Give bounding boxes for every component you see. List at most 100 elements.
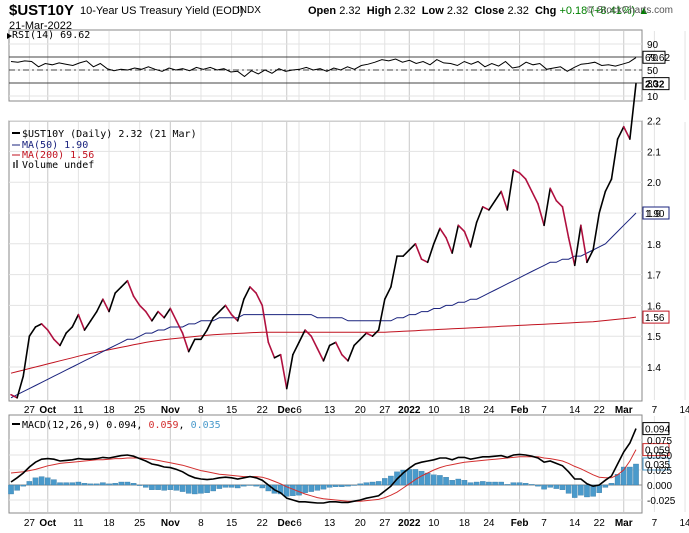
macd-histogram-bar <box>20 484 27 487</box>
macd-histogram-bar <box>461 480 468 486</box>
x-tick-label: 18 <box>459 518 471 529</box>
ma50-last-value: 1.90 <box>645 209 665 220</box>
price-down-segment <box>500 190 509 211</box>
macd-histogram-bar <box>516 482 523 486</box>
macd-tick-label: 0.050 <box>647 451 672 462</box>
price-down-segment <box>102 298 110 313</box>
ma50-line <box>10 212 637 399</box>
macd-histogram-bar <box>192 484 198 495</box>
volume-legend: Volume undef <box>22 160 94 171</box>
chart-date: 21-Mar-2022 <box>9 20 72 32</box>
macd-histogram-bar <box>320 484 327 490</box>
x-tick-label: 11 <box>73 518 84 529</box>
macd-histogram-bar <box>185 484 192 494</box>
volume-legend-icon <box>13 162 15 168</box>
x-tick-label: 14 <box>679 518 689 529</box>
x-tick-label: 11 <box>73 405 84 416</box>
price-down-segment <box>622 125 631 140</box>
price-up-segment <box>586 249 594 264</box>
price-down-segment <box>482 206 490 211</box>
macd-histogram-bar <box>106 483 112 486</box>
price-down-segment <box>457 224 466 233</box>
macd-histogram-bar <box>118 481 125 486</box>
macd-histogram-bar <box>38 476 45 486</box>
low-label: Low <box>421 5 444 17</box>
price-up-segment <box>629 82 637 140</box>
price-up-segment <box>285 353 294 390</box>
price-up-segment <box>22 335 31 378</box>
macd-histogram-bar <box>529 484 535 486</box>
price-up-segment <box>469 221 478 248</box>
macd-histogram-bar <box>498 481 504 486</box>
macd-histogram-bar <box>333 484 339 487</box>
price-up-segment <box>402 249 411 257</box>
macd-histogram-bar <box>210 484 216 492</box>
price-up-segment <box>377 298 386 331</box>
macd-signal-last-value: 0.059 <box>645 446 670 457</box>
rsi-tick-label: 90 <box>647 40 659 51</box>
macd-histogram-bar <box>400 469 406 486</box>
x-tick-label: 27 <box>379 518 391 529</box>
price-up-segment <box>16 375 25 399</box>
price-down-segment <box>567 236 576 267</box>
x-tick-label: Dec <box>278 405 297 416</box>
price-up-segment <box>543 187 552 227</box>
macd-histogram-bar <box>492 481 498 486</box>
price-up-segment <box>359 332 368 341</box>
price-down-segment <box>126 279 135 297</box>
price-down-segment <box>334 341 343 356</box>
price-up-segment <box>83 319 92 331</box>
macd-histogram-bar <box>547 484 553 488</box>
macd-last-value: 0.094 <box>645 425 670 436</box>
price-up-segment <box>236 298 245 322</box>
price-down-segment <box>414 243 423 261</box>
macd-histogram-bar <box>559 484 566 490</box>
macd-histogram-bar <box>234 484 241 489</box>
price-up-segment <box>95 298 104 313</box>
price-last-value-box <box>642 77 670 91</box>
price-down-segment <box>445 236 453 254</box>
price-up-segment <box>65 326 74 334</box>
macd-histogram-bar <box>198 484 204 494</box>
price-down-segment <box>316 347 325 362</box>
macd-histogram-bar <box>467 482 474 486</box>
x-tick-label: 27 <box>24 518 36 529</box>
high-value: 2.32 <box>394 5 416 17</box>
macd-histogram-bar <box>455 478 462 486</box>
macd-histogram-bar <box>179 484 186 492</box>
price-down-segment <box>304 329 313 338</box>
macd-histogram-bar <box>283 484 290 497</box>
price-up-segment <box>243 286 251 301</box>
ma50-legend: MA(50) 1.90 <box>22 140 88 151</box>
x-tick-label: 2022 <box>398 518 421 529</box>
price-up-segment <box>598 190 607 214</box>
x-tick-label: 20 <box>355 518 367 529</box>
macd-histogram-bar <box>259 484 265 489</box>
macd-histogram-bar <box>87 483 94 486</box>
price-up-segment <box>573 224 582 267</box>
price-up-segment <box>353 338 362 347</box>
close-value: 2.32 <box>507 5 529 17</box>
price-up-segment <box>592 212 601 251</box>
price-down-segment <box>537 202 545 227</box>
macd-histogram-bar <box>480 481 486 486</box>
price-tick-label: 1.8 <box>647 240 661 251</box>
price-down-segment <box>524 178 533 193</box>
price-up-segment <box>71 313 80 328</box>
x-tick-label: 24 <box>483 405 495 416</box>
price-down-segment <box>310 335 319 350</box>
macd-histogram-bar <box>253 484 259 487</box>
x-tick-label: 24 <box>483 518 495 529</box>
macd-histogram-bar <box>81 483 88 486</box>
up-arrow-icon: ▲ <box>638 5 650 17</box>
price-down-segment <box>138 304 147 313</box>
macd-histogram-bar <box>69 482 76 486</box>
macd-histogram-bar <box>302 484 308 493</box>
price-up-segment <box>28 326 37 338</box>
macd-histogram-bar <box>314 484 321 491</box>
macd-histogram-bar <box>173 484 180 491</box>
macd-histogram-bar <box>167 484 174 490</box>
macd-histogram-bar <box>535 484 541 487</box>
macd-histogram-bar <box>504 484 511 486</box>
